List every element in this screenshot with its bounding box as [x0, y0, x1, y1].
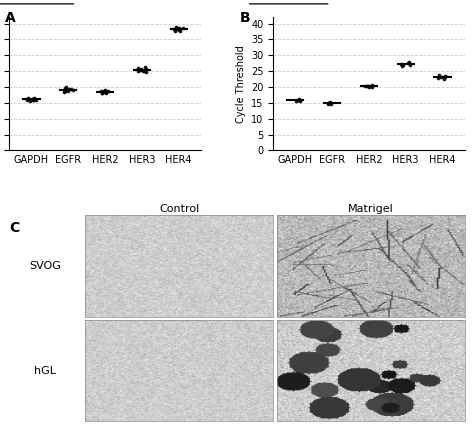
Point [295, 95, 303, 102]
Point [29, 95, 36, 102]
Point [104, 88, 111, 95]
Point [99, 89, 106, 96]
Point [98, 89, 105, 96]
Point [175, 24, 183, 31]
Point [134, 64, 141, 71]
Point [62, 84, 69, 91]
Point [397, 61, 405, 68]
Point [368, 82, 375, 89]
Point [399, 62, 407, 69]
Point [435, 75, 442, 82]
Point [324, 101, 332, 108]
Point [24, 97, 31, 104]
Point [102, 90, 110, 97]
Point [404, 60, 412, 67]
Point [407, 61, 414, 68]
Point [398, 63, 405, 70]
Point [60, 88, 67, 95]
Point [364, 83, 371, 90]
Point [142, 68, 150, 75]
Point [326, 100, 333, 107]
Point [170, 25, 178, 32]
Text: C: C [9, 221, 20, 236]
Point [99, 88, 107, 95]
Point [328, 101, 335, 108]
Point [30, 96, 37, 103]
Point [137, 66, 145, 73]
Point [27, 98, 34, 104]
Point [97, 88, 105, 95]
Point [135, 66, 143, 73]
Point [438, 74, 445, 80]
Point [179, 25, 186, 32]
Point [140, 68, 147, 75]
Point [101, 87, 109, 94]
Point [365, 83, 373, 90]
Point [324, 99, 332, 106]
Point [296, 97, 303, 104]
Point [65, 86, 73, 92]
Point [296, 96, 303, 103]
Point [441, 76, 448, 83]
Point [30, 95, 37, 102]
Point [25, 96, 32, 103]
Point [62, 87, 69, 94]
Point [101, 89, 109, 96]
Point [63, 87, 70, 94]
Text: SVOG: SVOG [29, 261, 61, 271]
Point [441, 72, 449, 79]
Point [176, 27, 184, 34]
Point [143, 65, 150, 72]
Point [363, 82, 371, 89]
Point [441, 74, 448, 81]
Point [175, 27, 182, 34]
Point [25, 95, 32, 101]
Point [63, 83, 70, 90]
Point [292, 98, 300, 104]
Point [62, 86, 69, 93]
Point [29, 96, 36, 103]
Text: B: B [239, 11, 250, 25]
Point [294, 97, 302, 104]
Point [64, 88, 72, 95]
Point [435, 71, 443, 78]
Point [102, 89, 110, 95]
Point [31, 95, 39, 102]
Point [141, 64, 148, 71]
Point [362, 83, 369, 89]
Point [171, 28, 179, 35]
Point [32, 97, 40, 104]
Point [173, 24, 180, 31]
Point [68, 85, 75, 92]
Title: Matrigel: Matrigel [348, 204, 394, 214]
Point [405, 59, 412, 66]
Point [368, 83, 376, 90]
Point [175, 26, 182, 33]
Point [173, 25, 181, 31]
Point [136, 67, 144, 74]
Point [327, 99, 334, 106]
Point [296, 98, 304, 104]
Text: A: A [5, 11, 16, 25]
Point [100, 87, 108, 94]
Point [134, 68, 142, 74]
Text: hGL: hGL [34, 366, 56, 375]
Point [172, 25, 179, 32]
Point [69, 87, 77, 94]
Y-axis label: Cycle Threshold: Cycle Threshold [236, 45, 246, 123]
Point [139, 68, 146, 74]
Title: Control: Control [159, 204, 199, 214]
Point [326, 99, 334, 106]
